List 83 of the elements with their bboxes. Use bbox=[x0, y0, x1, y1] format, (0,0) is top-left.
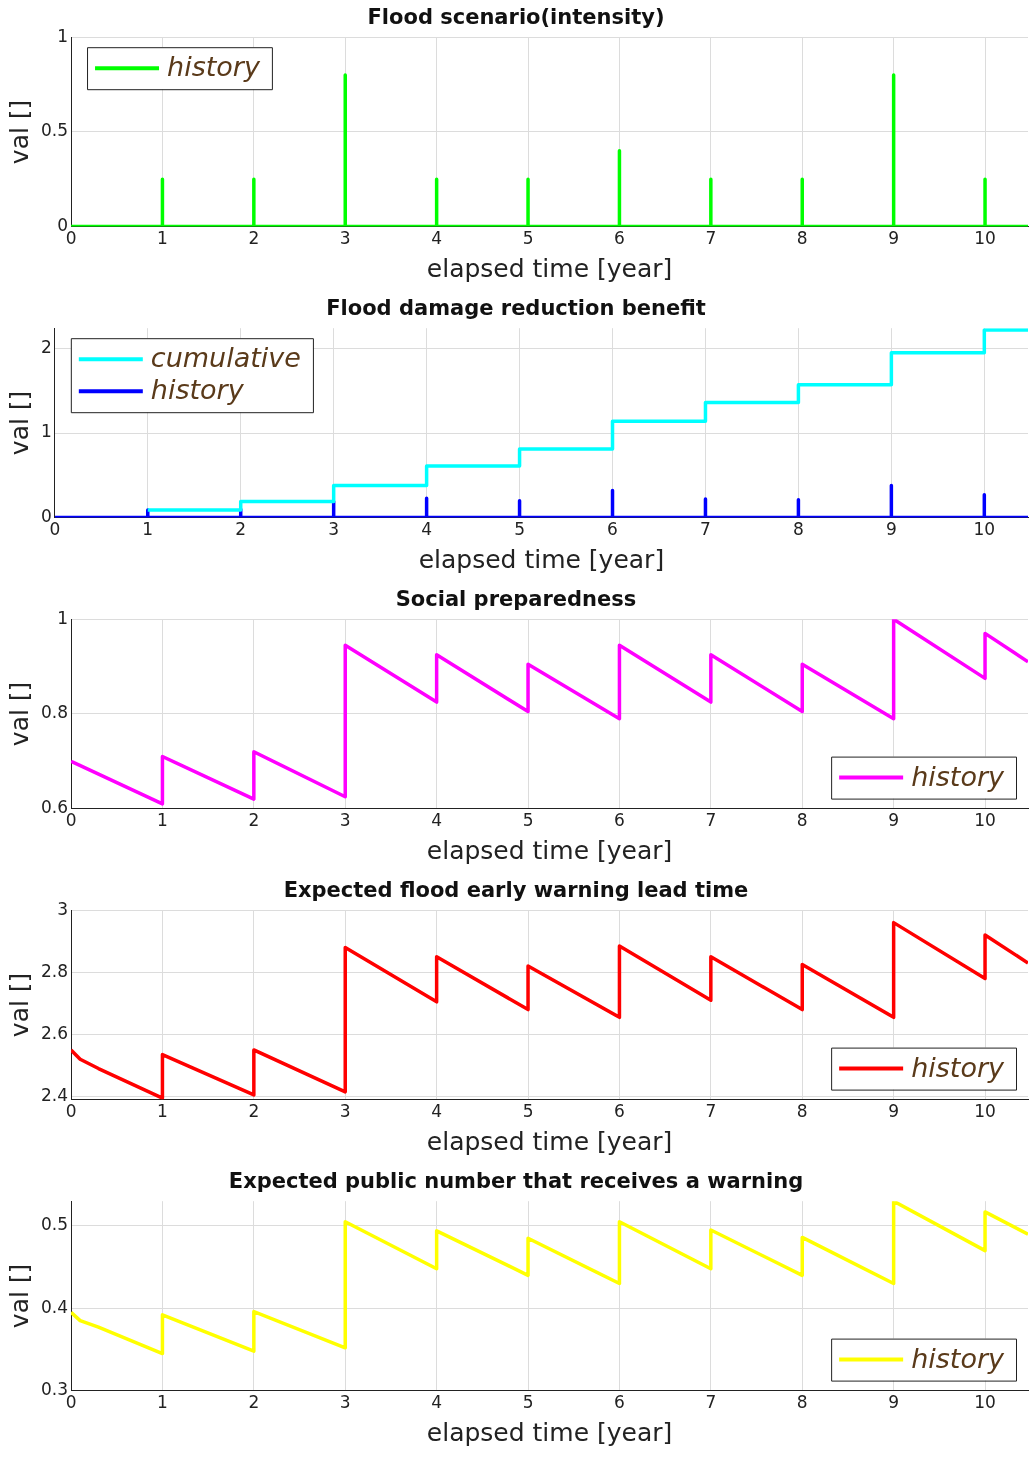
x-tick-label: 9 bbox=[885, 519, 897, 540]
legend-label: cumulative bbox=[150, 342, 301, 374]
x-tick-label: 3 bbox=[339, 1101, 351, 1122]
x-tick-label: 2 bbox=[235, 519, 247, 540]
y-tick-label: 1 bbox=[57, 25, 69, 46]
y-axis-title: val [] bbox=[4, 1263, 34, 1329]
x-tick-label: 9 bbox=[888, 1101, 900, 1122]
x-tick-label: 2 bbox=[248, 1101, 260, 1122]
y-tick-label: 1 bbox=[40, 421, 52, 442]
x-tick-label: 2 bbox=[248, 810, 260, 831]
x-tick-label: 7 bbox=[705, 1392, 717, 1413]
x-tick-label: 3 bbox=[328, 519, 340, 540]
x-tick-label: 5 bbox=[522, 1392, 534, 1413]
x-tick-label: 10 bbox=[974, 1101, 996, 1122]
x-tick-label: 6 bbox=[614, 1392, 625, 1413]
x-tick-label: 10 bbox=[974, 810, 996, 831]
x-tick-label: 6 bbox=[614, 810, 625, 831]
x-tick-label: 2 bbox=[248, 228, 260, 249]
legend-label: history bbox=[150, 374, 245, 406]
x-tick-label: 4 bbox=[421, 519, 433, 540]
x-tick-label: 1 bbox=[157, 1392, 168, 1413]
y-tick-label: 0.8 bbox=[40, 702, 69, 723]
x-axis-title: elapsed time [year] bbox=[426, 253, 673, 283]
x-tick-label: 9 bbox=[888, 810, 900, 831]
y-tick-label: 0.5 bbox=[40, 120, 69, 141]
x-tick-label: 4 bbox=[431, 810, 443, 831]
x-tick-label: 7 bbox=[705, 1101, 717, 1122]
x-axis-title: elapsed time [year] bbox=[426, 1417, 673, 1447]
x-tick-label: 3 bbox=[339, 228, 351, 249]
x-tick-label: 5 bbox=[522, 810, 534, 831]
x-tick-label: 2 bbox=[248, 1392, 260, 1413]
legend-label: history bbox=[911, 1342, 1006, 1374]
x-tick-label: 6 bbox=[607, 519, 618, 540]
y-axis-title: val [] bbox=[4, 681, 34, 747]
y-tick-label: 1 bbox=[57, 607, 69, 628]
legend-label: history bbox=[911, 760, 1006, 792]
chart-title: Flood scenario(intensity) bbox=[367, 5, 665, 30]
x-tick-label: 10 bbox=[974, 1392, 996, 1413]
y-tick-label: 2.4 bbox=[40, 1084, 69, 1105]
y-axis-title: val [] bbox=[4, 99, 34, 165]
y-axis-title: val [] bbox=[4, 390, 34, 456]
y-tick-label: 0.4 bbox=[40, 1296, 69, 1317]
x-tick-label: 8 bbox=[796, 228, 808, 249]
chart-title: Expected public number that receives a warning bbox=[228, 1169, 804, 1194]
chart-title: Flood damage reduction benefit bbox=[326, 296, 706, 321]
chart-title: Social preparedness bbox=[395, 587, 637, 612]
x-tick-label: 5 bbox=[522, 228, 534, 249]
x-axis-title: elapsed time [year] bbox=[418, 544, 665, 574]
x-tick-label: 7 bbox=[700, 519, 711, 540]
x-tick-label: 7 bbox=[705, 228, 717, 249]
legend-label: history bbox=[911, 1051, 1006, 1083]
x-tick-label: 1 bbox=[142, 519, 154, 540]
y-tick-label: 0.5 bbox=[40, 1214, 69, 1235]
y-tick-label: 3 bbox=[57, 898, 69, 919]
y-tick-label: 2.8 bbox=[40, 960, 69, 981]
x-axis-title: elapsed time [year] bbox=[426, 835, 673, 865]
x-axis-title: elapsed time [year] bbox=[426, 1126, 673, 1156]
x-tick-label: 3 bbox=[339, 1392, 351, 1413]
x-tick-label: 3 bbox=[339, 810, 351, 831]
x-tick-label: 8 bbox=[796, 1392, 808, 1413]
x-tick-label: 6 bbox=[614, 228, 625, 249]
x-tick-label: 1 bbox=[157, 228, 168, 249]
chart-title: Expected flood early warning lead time bbox=[283, 878, 749, 903]
x-tick-label: 4 bbox=[431, 228, 443, 249]
x-tick-label: 4 bbox=[431, 1392, 443, 1413]
x-tick-label: 1 bbox=[157, 1101, 168, 1122]
x-tick-label: 9 bbox=[888, 1392, 900, 1413]
y-tick-label: 2.6 bbox=[40, 1022, 69, 1043]
x-tick-label: 8 bbox=[793, 519, 804, 540]
x-tick-label: 10 bbox=[973, 519, 996, 540]
x-tick-label: 5 bbox=[522, 1101, 534, 1122]
x-tick-label: 8 bbox=[796, 1101, 808, 1122]
x-tick-label: 5 bbox=[514, 519, 525, 540]
x-tick-label: 4 bbox=[431, 1101, 443, 1122]
x-tick-label: 8 bbox=[796, 810, 808, 831]
x-tick-label: 10 bbox=[974, 228, 996, 249]
y-axis-title: val [] bbox=[4, 972, 34, 1038]
x-tick-label: 9 bbox=[888, 228, 900, 249]
x-tick-label: 7 bbox=[705, 810, 717, 831]
x-tick-label: 6 bbox=[614, 1101, 625, 1122]
y-tick-label: 2 bbox=[40, 336, 52, 357]
legend-label: history bbox=[167, 51, 261, 83]
x-tick-label: 1 bbox=[157, 810, 168, 831]
